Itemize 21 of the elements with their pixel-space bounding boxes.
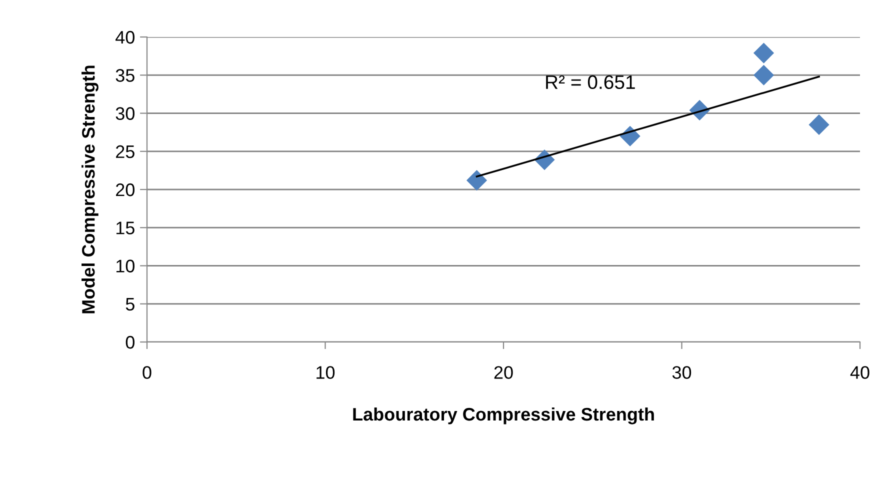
- y-tick-label: 30: [116, 107, 134, 120]
- point: [466, 170, 488, 191]
- x-tick-label: 30: [672, 366, 692, 379]
- y-tick-label: 25: [116, 145, 134, 158]
- point: [808, 114, 830, 135]
- x-tick-label: 0: [142, 366, 152, 379]
- y-tick-label: 40: [116, 30, 134, 44]
- y-tick-label: 5: [126, 298, 134, 311]
- y-tick-label: 20: [116, 183, 134, 196]
- point: [753, 64, 774, 86]
- point: [753, 42, 774, 64]
- y-tick-label: 10: [116, 260, 134, 272]
- annotation: R² = 0.651: [546, 75, 635, 90]
- y-tick-label: 15: [116, 222, 134, 234]
- x-tick-label: 40: [850, 366, 870, 379]
- y-tick-label: 35: [116, 69, 134, 82]
- y-tick-label: 0: [126, 336, 134, 349]
- y-axis-title: Model Compressive Strength: [82, 66, 98, 314]
- x-axis-title: Labouratory Compressive Strength: [353, 407, 654, 424]
- x-tick-label: 20: [494, 366, 513, 379]
- x-tick-label: 10: [316, 366, 335, 379]
